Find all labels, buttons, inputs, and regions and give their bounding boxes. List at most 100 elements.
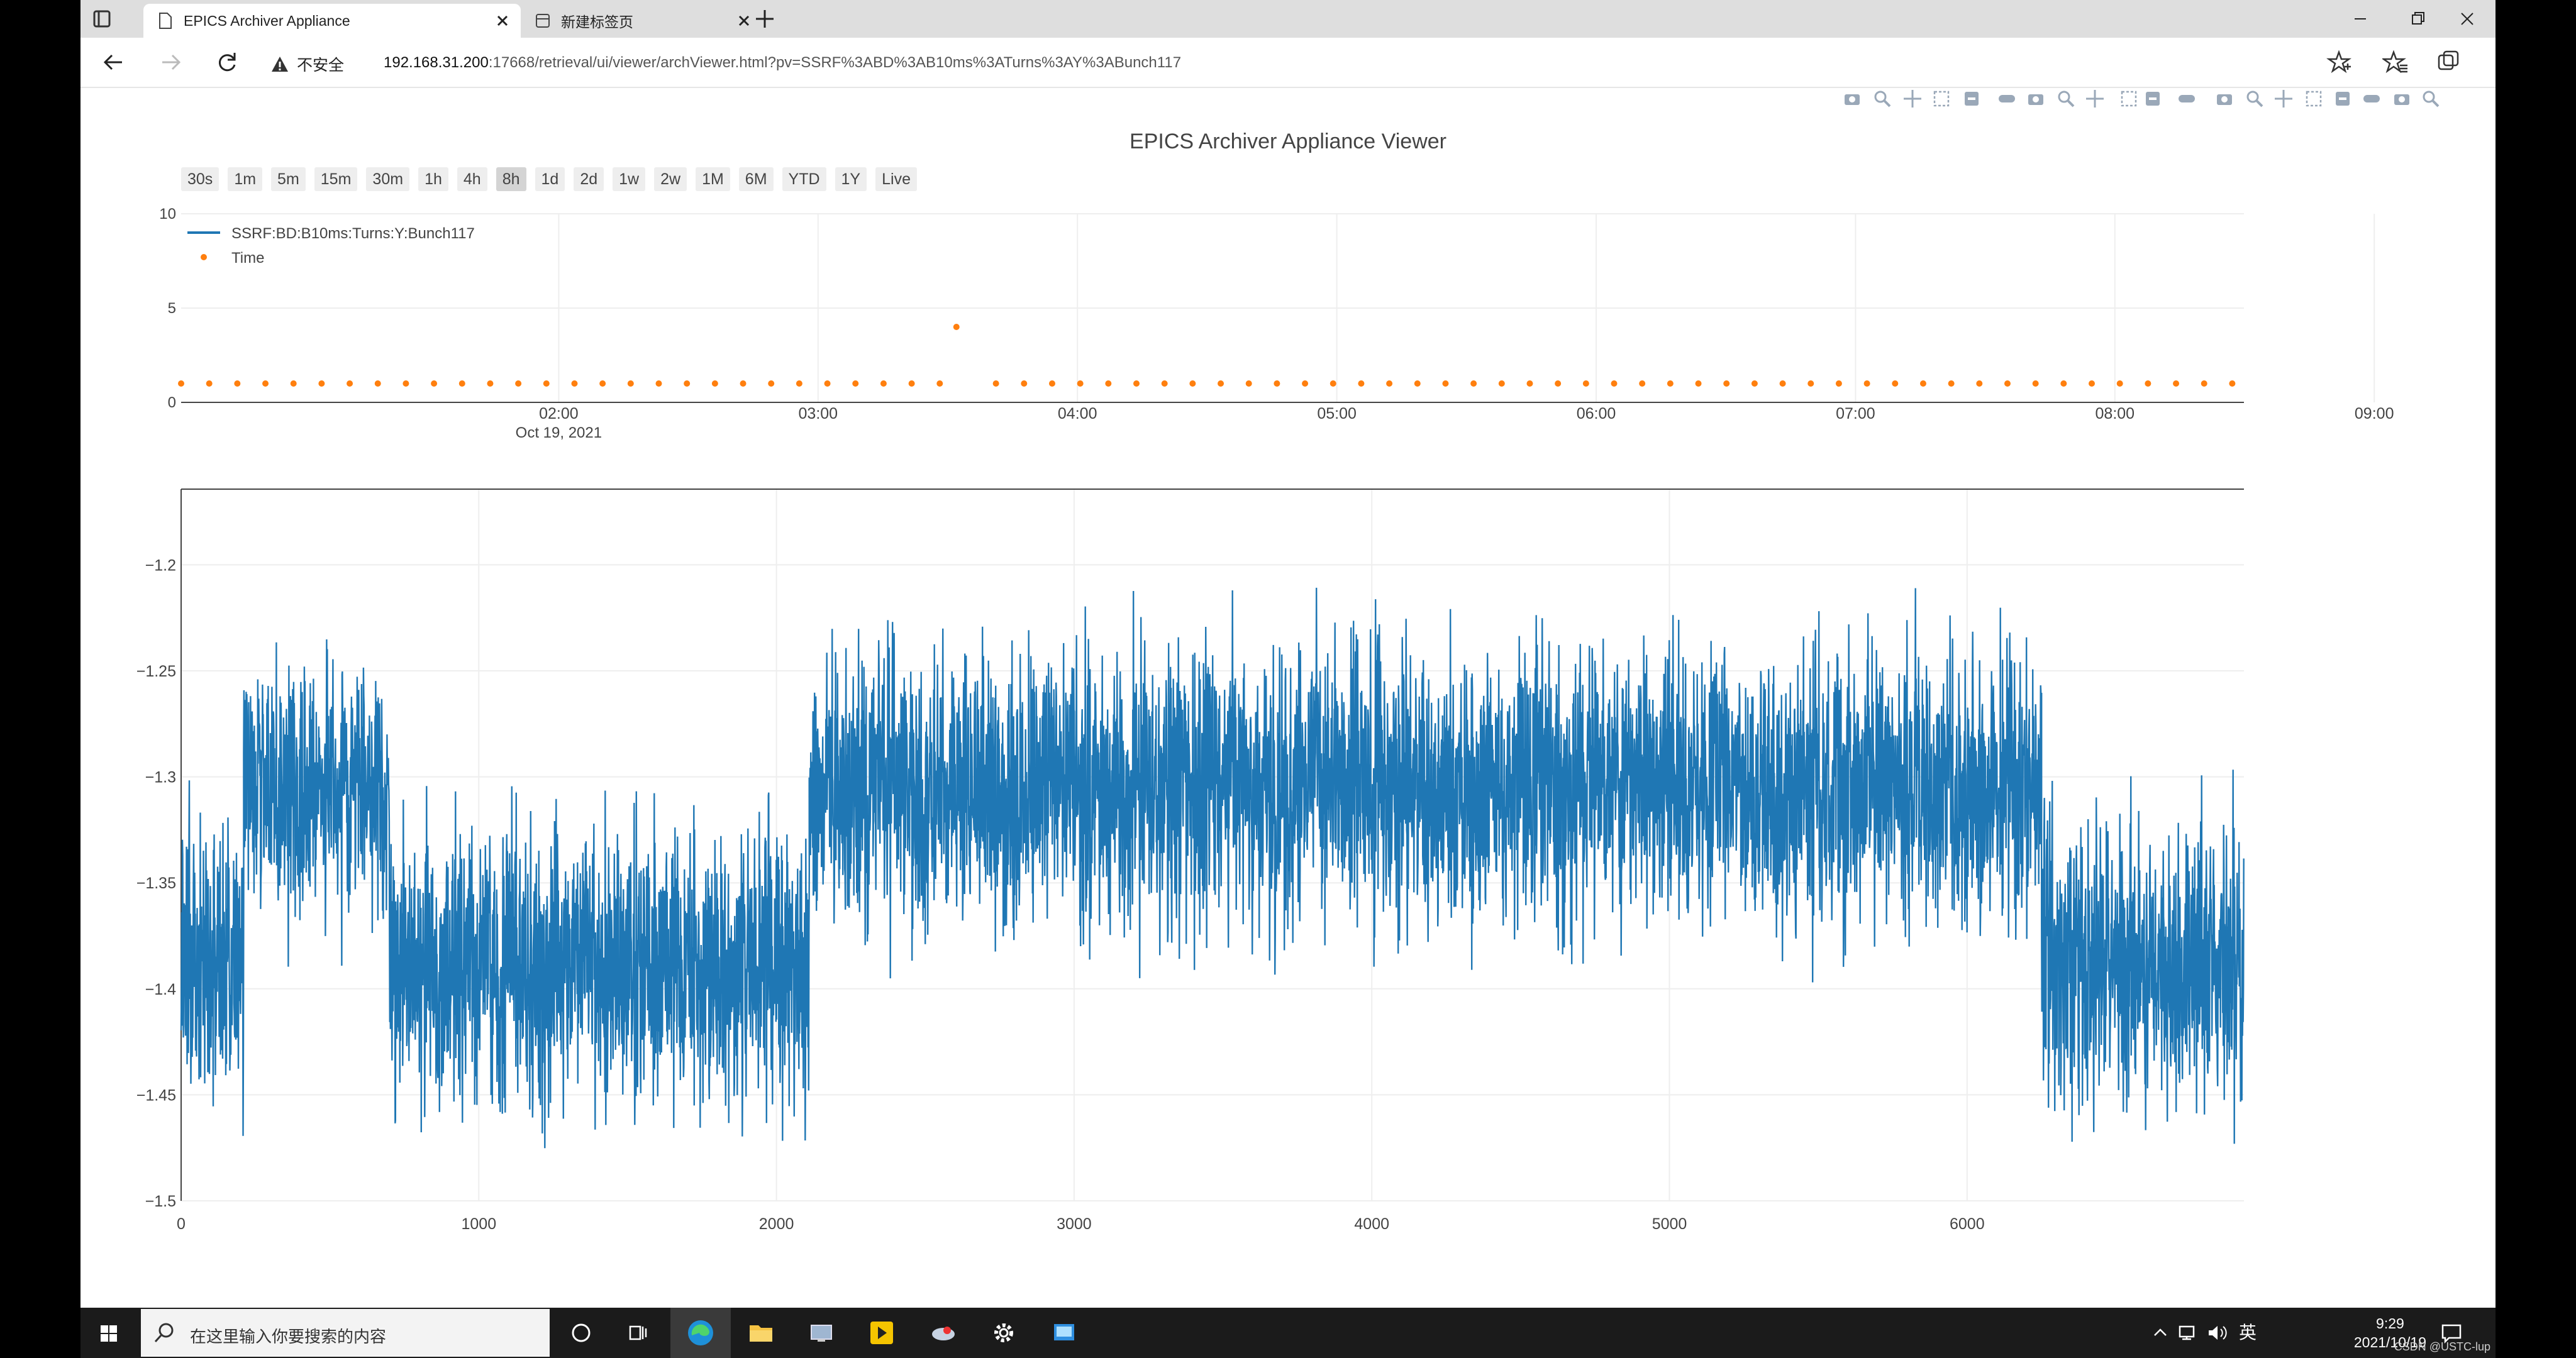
time-point[interactable]	[543, 380, 550, 387]
time-point[interactable]	[318, 380, 325, 387]
range-button-6m[interactable]: 6M	[738, 167, 774, 191]
time-point[interactable]	[740, 380, 747, 387]
time-point[interactable]	[1105, 380, 1112, 387]
time-point[interactable]	[992, 380, 999, 387]
range-button-4h[interactable]: 4h	[457, 167, 487, 191]
time-point[interactable]	[1161, 380, 1168, 387]
range-button-5m[interactable]: 5m	[271, 167, 306, 191]
time-point[interactable]	[2173, 380, 2180, 387]
time-point[interactable]	[571, 380, 578, 387]
taskbar-search-input[interactable]: 在这里输入你要搜索的内容	[141, 1309, 550, 1357]
range-button-15m[interactable]: 15m	[314, 167, 358, 191]
range-button-1w[interactable]: 1w	[613, 167, 646, 191]
security-indicator[interactable]: 不安全	[270, 53, 344, 75]
media-player-icon[interactable]	[867, 1318, 897, 1348]
time-point[interactable]	[2116, 380, 2123, 387]
add-favorite-icon[interactable]	[2326, 49, 2352, 75]
collections-icon[interactable]	[2435, 49, 2462, 75]
time-point[interactable]	[599, 380, 606, 387]
plus-icon[interactable]	[753, 8, 776, 30]
range-button-30m[interactable]: 30m	[366, 167, 410, 191]
task-view-icon[interactable]	[623, 1318, 653, 1348]
range-button-live[interactable]: Live	[875, 167, 917, 191]
spike-lines-icon[interactable]	[2118, 88, 2140, 109]
cortana-icon[interactable]	[566, 1318, 596, 1348]
minimize-icon[interactable]	[2332, 0, 2389, 38]
network-icon[interactable]	[2176, 1318, 2201, 1348]
time-point[interactable]	[1667, 380, 1674, 387]
range-button-1h[interactable]: 1h	[418, 167, 448, 191]
share-icon[interactable]	[2332, 88, 2353, 109]
range-button-30s[interactable]: 30s	[181, 167, 219, 191]
time-point[interactable]	[1021, 380, 1028, 387]
range-button-2d[interactable]: 2d	[574, 167, 604, 191]
time-point[interactable]	[402, 380, 409, 387]
time-point[interactable]	[1302, 380, 1309, 387]
time-point[interactable]	[1611, 380, 1618, 387]
box-select-icon[interactable]	[1931, 88, 1952, 109]
time-point[interactable]	[2145, 380, 2151, 387]
link-icon[interactable]	[2303, 88, 2324, 109]
time-point[interactable]	[1582, 380, 1589, 387]
time-point[interactable]	[880, 380, 887, 387]
waveform-series-line[interactable]	[180, 587, 2245, 1149]
time-point[interactable]	[2229, 380, 2236, 387]
time-point[interactable]	[1526, 380, 1533, 387]
table-icon[interactable]	[2214, 88, 2235, 109]
time-point[interactable]	[627, 380, 634, 387]
time-point[interactable]	[1442, 380, 1449, 387]
time-point[interactable]	[796, 380, 802, 387]
time-point[interactable]	[655, 380, 662, 387]
zoom-out-icon[interactable]	[2025, 88, 2046, 109]
time-point[interactable]	[1976, 380, 1983, 387]
time-point[interactable]	[1358, 380, 1365, 387]
time-point[interactable]	[234, 380, 241, 387]
time-point[interactable]	[936, 380, 943, 387]
text-size-icon[interactable]	[2361, 88, 2382, 109]
time-point[interactable]	[431, 380, 438, 387]
pan-icon[interactable]	[1902, 88, 1923, 109]
range-button-1m[interactable]: 1m	[228, 167, 263, 191]
time-point[interactable]	[1892, 380, 1899, 387]
time-point[interactable]	[1948, 380, 1955, 387]
favorites-icon[interactable]	[2382, 49, 2409, 75]
hover-closest-icon[interactable]	[2142, 88, 2163, 109]
tab-actions-icon[interactable]	[89, 6, 114, 31]
time-point[interactable]	[374, 380, 381, 387]
time-point[interactable]	[2089, 380, 2096, 387]
close-icon[interactable]	[493, 11, 512, 30]
time-point[interactable]	[953, 324, 960, 330]
range-button-1y[interactable]: 1Y	[835, 167, 867, 191]
ime-indicator[interactable]: 英	[2238, 1323, 2257, 1342]
cloud-app-icon[interactable]	[928, 1318, 958, 1348]
range-button-1d[interactable]: 1d	[535, 167, 565, 191]
time-point[interactable]	[1498, 380, 1505, 387]
time-point[interactable]	[2060, 380, 2067, 387]
close-icon[interactable]	[735, 11, 753, 30]
time-point[interactable]	[2201, 380, 2207, 387]
time-point[interactable]	[1386, 380, 1393, 387]
time-point[interactable]	[515, 380, 522, 387]
time-point[interactable]	[1245, 380, 1252, 387]
time-point[interactable]	[1189, 380, 1196, 387]
url-bar[interactable]: 不安全 192.168.31.200:17668/retrieval/ui/vi…	[258, 44, 2333, 80]
clock[interactable]: 9:29 2021/10/19	[2354, 1314, 2426, 1352]
time-point[interactable]	[1218, 380, 1224, 387]
help-icon[interactable]	[2420, 88, 2441, 109]
zoom-icon[interactable]	[1872, 88, 1893, 109]
url-text[interactable]: 192.168.31.200:17668/retrieval/ui/viewer…	[384, 54, 1181, 72]
close-window-icon[interactable]	[2439, 0, 2496, 38]
time-point[interactable]	[1639, 380, 1646, 387]
download-icon[interactable]	[2273, 88, 2294, 109]
time-point[interactable]	[1723, 380, 1730, 387]
time-point[interactable]	[684, 380, 691, 387]
network-app-icon[interactable]	[806, 1318, 836, 1348]
time-point[interactable]	[1751, 380, 1758, 387]
plot-area[interactable]: 0 5 10 02:00 03:00 04:00 05:00 06:00 07:00 08:00 0…	[80, 88, 2496, 1308]
lasso-icon[interactable]	[1961, 88, 1982, 109]
range-button-1m[interactable]: 1M	[696, 167, 730, 191]
home-icon[interactable]	[2084, 88, 2106, 109]
time-point[interactable]	[2004, 380, 2011, 387]
time-point[interactable]	[1807, 380, 1814, 387]
settings-gear-icon[interactable]	[989, 1318, 1019, 1348]
